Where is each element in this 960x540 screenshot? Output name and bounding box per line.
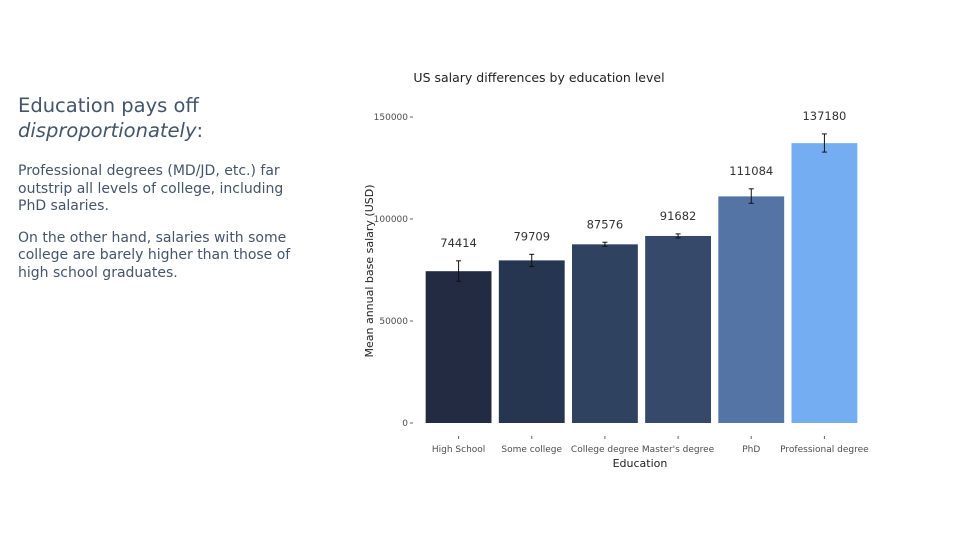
x-axis: High School Some college College degree Mas… [432,436,869,455]
error-bar [748,188,754,204]
x-tick-label: Some college [501,445,562,455]
error-bar [675,233,681,239]
slide-headline: Education pays off disproportionately: [18,93,298,143]
bar [425,271,492,423]
data-labels-group: 74414 79709 87576 91682 111084 137180 [440,109,846,250]
bar-value-label: 91682 [660,209,697,223]
paragraph-professional: Professional degrees (MD/JD, etc.) far o… [18,163,284,214]
y-tick-label: 50000 [379,317,408,327]
error-bar [821,133,827,153]
y-tick-label: 0 [402,419,408,429]
x-tick-label: Professional degree [780,445,869,455]
x-tick-label: Master's degree [642,445,715,455]
x-axis-title: Education [613,457,668,470]
bar [791,143,858,423]
bar [498,260,565,423]
bar [645,235,712,423]
error-bars-group [456,133,827,282]
y-axis-title: Mean annual base salary (USD) [363,184,376,357]
headline-suffix: : [196,119,204,142]
bar-value-label: 137180 [802,109,846,123]
slide-text-panel: Education pays off disproportionately: Pr… [18,93,298,296]
y-axis: 0 50000 100000 150000 [374,113,413,429]
error-bar [602,241,608,247]
bar-value-label: 87576 [587,217,624,231]
bar [718,196,785,423]
y-tick-label: 100000 [374,215,409,225]
headline-text: Education pays off [18,94,199,117]
chart-title: US salary differences by education level [413,70,664,85]
bar [571,244,638,423]
bar-value-label: 79709 [513,229,550,243]
x-tick-label: PhD [742,445,760,455]
bars-group [425,143,858,423]
y-tick-label: 150000 [374,113,409,123]
error-bar [456,260,462,282]
bar-value-label: 111084 [729,164,773,178]
x-tick-label: College degree [571,445,639,455]
paragraph-some-college: On the other hand, salaries with some co… [18,229,291,281]
error-bar [529,253,535,268]
x-tick-label: High School [432,445,485,455]
bar-value-label: 74414 [440,236,477,250]
headline-emphasis: disproportionately [18,119,197,142]
